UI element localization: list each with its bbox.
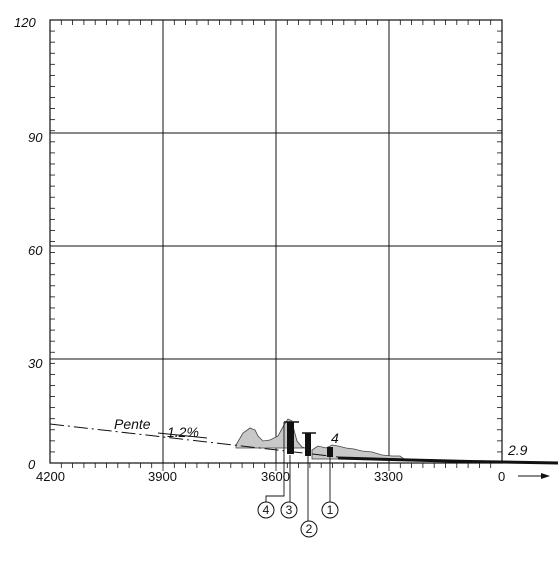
marker-3-circle xyxy=(280,501,298,519)
marker-2-number: 2 xyxy=(306,522,313,536)
x-axis-labels: 4200 3900 3600 3300 0 xyxy=(36,469,505,484)
terrain-hill xyxy=(235,418,306,449)
x-tick-label: 4200 xyxy=(36,469,65,484)
y-tick-label: 30 xyxy=(28,356,43,371)
slope-value: 1.2% xyxy=(167,424,199,440)
marker-3-number: 3 xyxy=(286,503,293,517)
leader-4 xyxy=(265,422,285,502)
x-tick-label: 3900 xyxy=(148,469,177,484)
y-axis-labels: 0 90 60 30 120 xyxy=(14,15,43,472)
terrain-low xyxy=(311,444,406,460)
y-tick-label: 90 xyxy=(28,130,43,145)
right-value-label: 2.9 xyxy=(507,442,528,458)
obstacle-bar-3 xyxy=(287,422,294,454)
marker-leaders xyxy=(265,422,331,521)
marker-2-circle xyxy=(300,520,318,538)
slope-value-underline xyxy=(157,432,208,439)
marker-numbers: 4 3 2 1 xyxy=(263,503,334,536)
marker-4-circle xyxy=(257,501,275,519)
obstacle-bar-2 xyxy=(305,433,311,456)
y-tick-label: 0 xyxy=(28,457,36,472)
obstacle-bar-1 xyxy=(327,447,333,457)
marker-1-circle xyxy=(321,501,339,519)
y-tick-label: 120 xyxy=(14,15,36,30)
slope-reference-line xyxy=(49,423,339,458)
direction-arrow-icon xyxy=(518,473,550,479)
x-tick-label: 3300 xyxy=(374,469,403,484)
y-tick-label: 60 xyxy=(28,243,43,258)
marker-4-number: 4 xyxy=(263,503,270,517)
obstacle-bars xyxy=(284,421,333,457)
obstacle-label: 4 xyxy=(331,430,339,446)
minor-ticks xyxy=(50,20,502,471)
marker-1-number: 1 xyxy=(327,503,334,517)
terrain-silhouettes xyxy=(235,418,406,460)
slope-word: Pente xyxy=(114,416,151,432)
marker-circles xyxy=(257,501,339,538)
grid-lines xyxy=(50,20,502,463)
x-tick-label: 0 xyxy=(498,469,505,484)
x-tick-label: 3600 xyxy=(261,469,290,484)
approach-profile-line xyxy=(337,456,558,465)
